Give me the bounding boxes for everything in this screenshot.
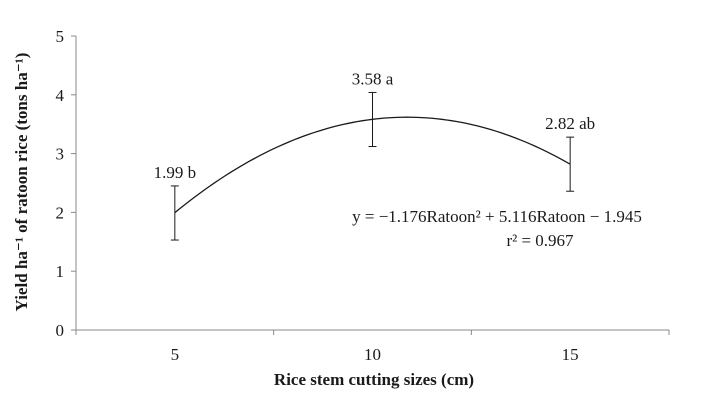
y-tick-label: 3 (56, 145, 65, 164)
data-label: 3.58 a (352, 69, 394, 88)
regression-equation: y = −1.176Ratoon² + 5.116Ratoon − 1.945 … (352, 207, 642, 250)
data-label: 1.99 b (154, 163, 197, 182)
y-tick-label: 0 (56, 321, 65, 340)
error-bar (368, 91, 377, 148)
y-tick-labels: 0 1 2 3 4 5 (56, 27, 65, 340)
y-tick-label: 2 (56, 203, 65, 222)
data-labels: 1.99 b 3.58 a 2.82 ab (154, 69, 596, 181)
x-axis-label: Rice stem cutting sizes (cm) (274, 370, 474, 389)
x-tick-label: 15 (562, 345, 579, 364)
x-tick-labels: 5 10 15 (171, 345, 579, 364)
data-label: 2.82 ab (545, 114, 595, 133)
y-tick-label: 1 (56, 262, 65, 281)
x-tick-label: 5 (171, 345, 180, 364)
equation-text: y = −1.176Ratoon² + 5.116Ratoon − 1.945 (352, 207, 642, 226)
y-tick-label: 4 (56, 86, 65, 105)
y-axis-label: Yield ha⁻¹ of ratoon rice (tons ha⁻¹) (12, 53, 31, 312)
y-tick-label: 5 (56, 27, 65, 46)
error-bar (170, 185, 179, 241)
r-squared-text: r² = 0.967 (506, 231, 574, 250)
error-bar (566, 136, 575, 192)
axes (71, 35, 670, 335)
x-tick-label: 10 (364, 345, 381, 364)
error-bars (170, 91, 575, 241)
